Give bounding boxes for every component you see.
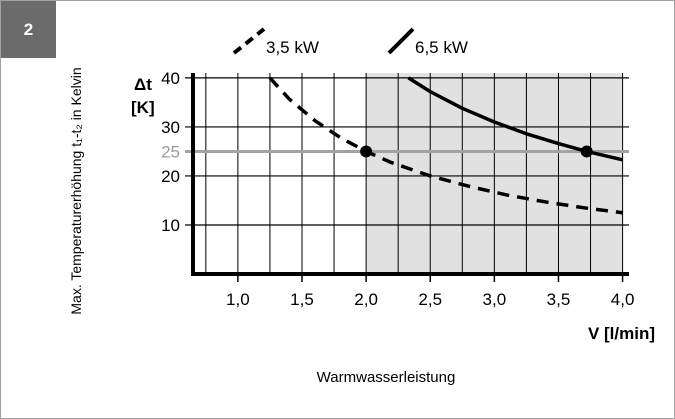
axes [191,73,629,276]
legend-65kw-label: 6,5 kW [415,38,468,57]
legend: 3,5 kW 6,5 kW [232,27,468,57]
series-layer [268,76,623,215]
y-tick-label: 25 [161,142,180,161]
y-tick-label: 10 [161,216,180,235]
x-tick-labels: 1,0 1,5 2,0 2,5 3,0 3,5 4,0 [226,274,634,309]
y-tick-label: 30 [161,118,180,137]
x-tick-label: 1,0 [226,290,250,309]
chart-caption: Warmwasserleistung [317,369,456,386]
series-line-0 [268,76,623,215]
y-tick-labels: 10 20 25 30 40 [161,69,180,235]
legend-35kw-label: 3,5 kW [266,38,319,57]
x-tick-label: 2,0 [354,290,378,309]
y-tick-label: 40 [161,69,180,88]
series-marker-1 [580,145,593,158]
x-tick-label: 1,5 [290,290,314,309]
y-axis-unit-symbol: Δt [134,75,152,94]
x-tick-label: 3,5 [547,290,571,309]
grid [185,73,629,274]
x-axis-label: V [l/min] [588,324,655,343]
x-tick-label: 4,0 [611,290,635,309]
x-tick-label: 3,0 [483,290,507,309]
series-marker-0 [360,145,373,158]
y-tick-label: 20 [161,167,180,186]
x-tick-label: 2,5 [418,290,442,309]
figure-number-badge: 2 [1,1,56,58]
legend-65kw-swatch [387,27,415,55]
y-axis-unit: [K] [131,98,155,117]
y-axis-title: Max. Temperaturerhöhung t₁-t₂ in Kelvin [68,67,84,314]
legend-35kw-swatch [232,27,266,55]
